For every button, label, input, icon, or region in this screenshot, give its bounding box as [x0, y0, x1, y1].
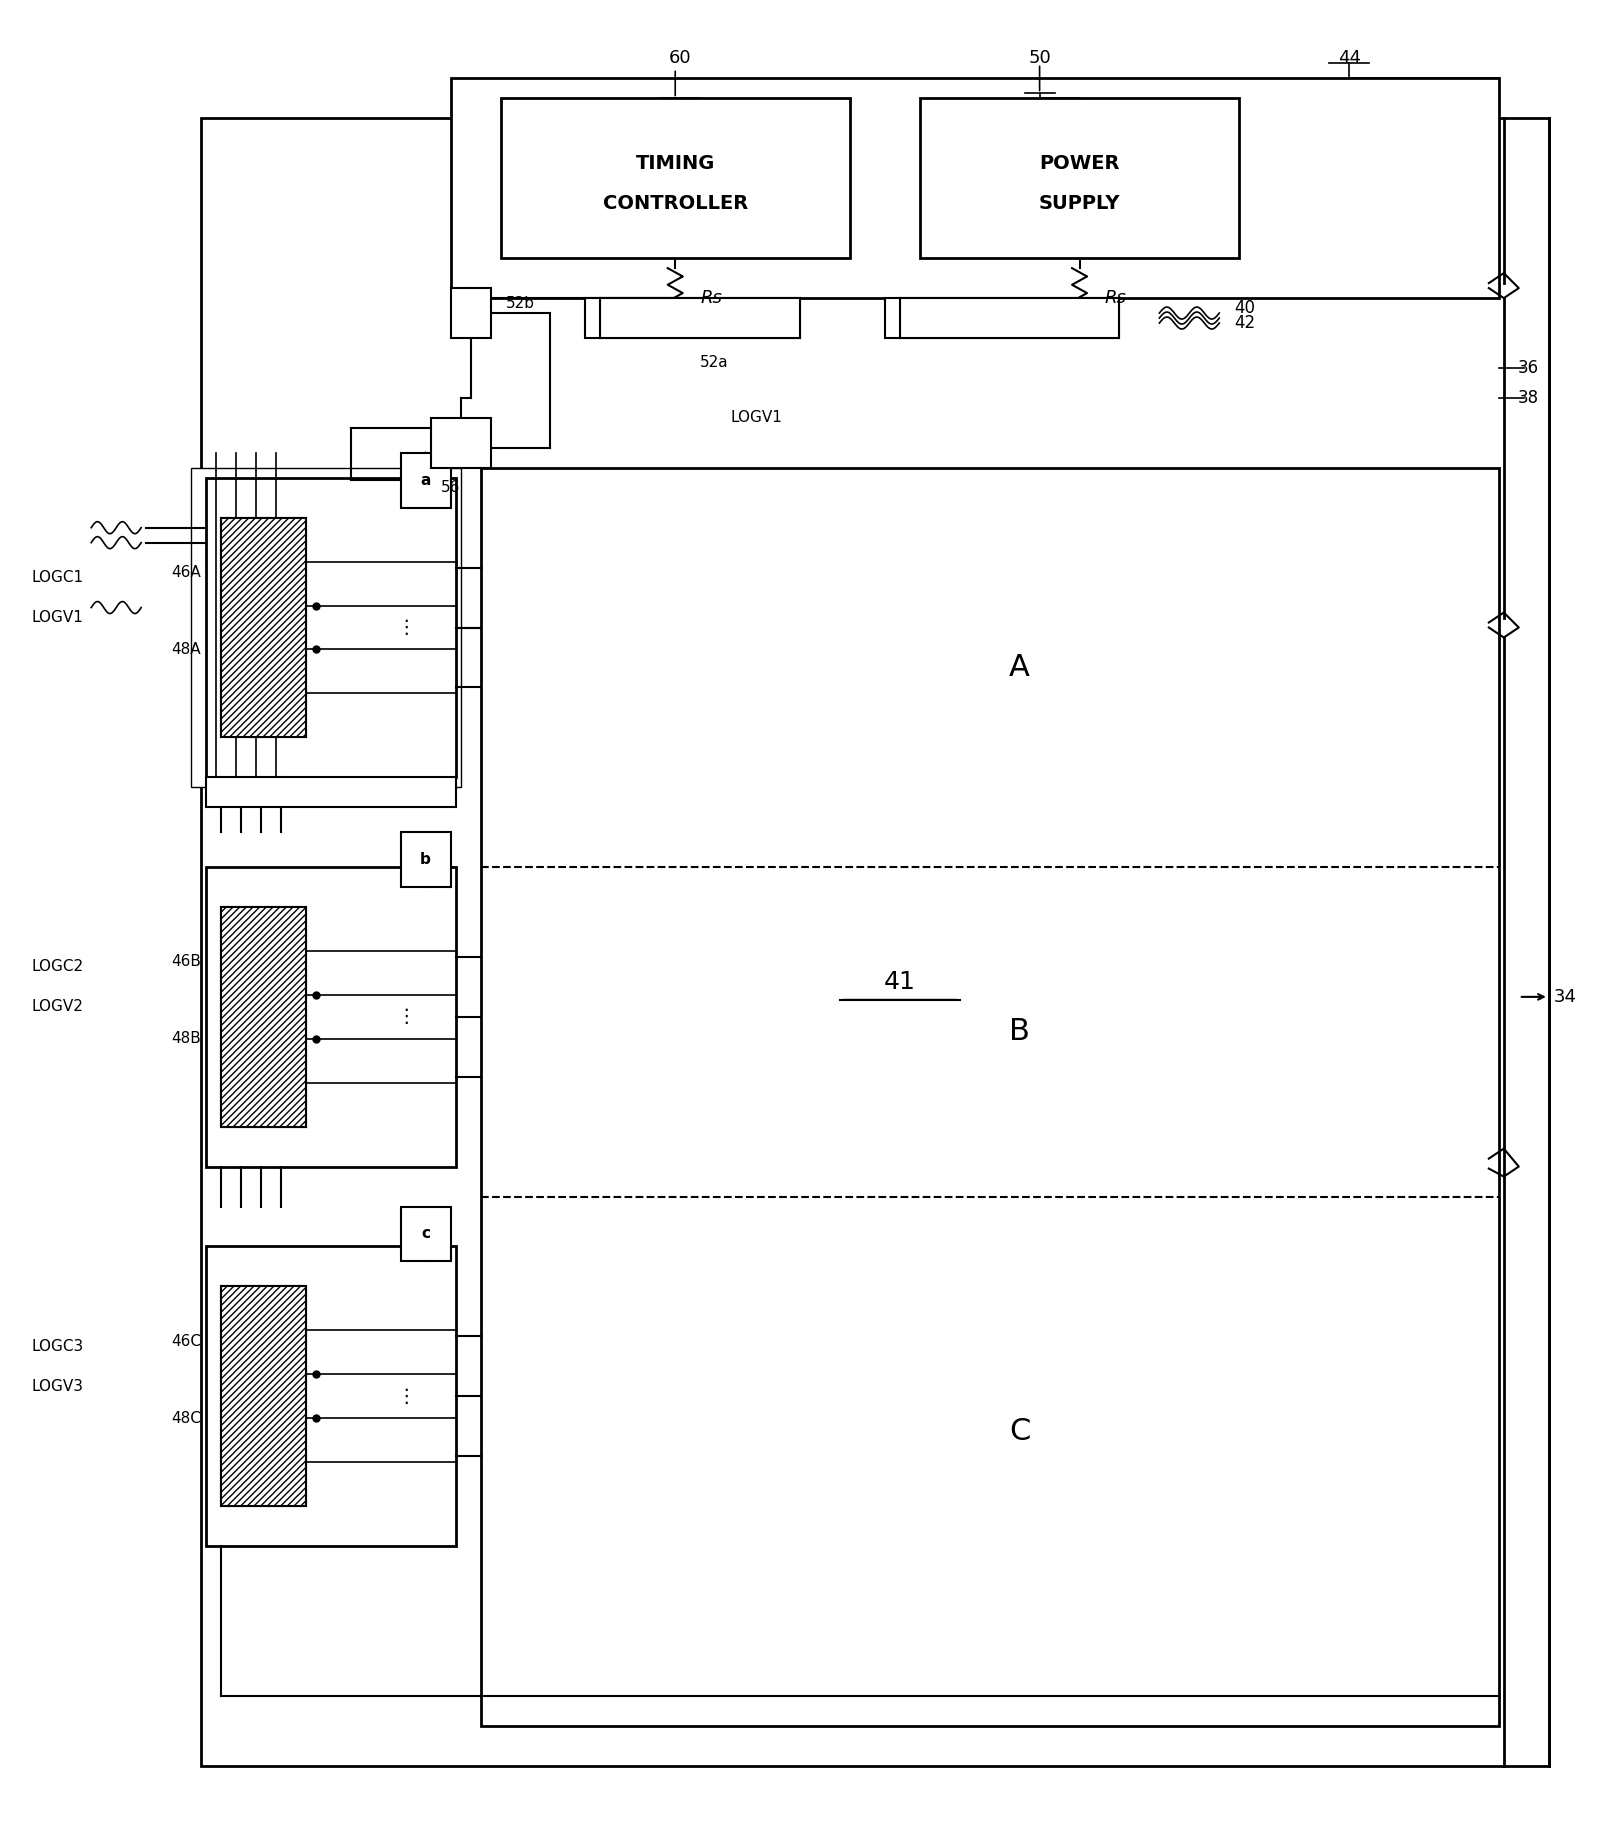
- Text: LOGV2: LOGV2: [31, 999, 82, 1014]
- Bar: [221, 1286, 305, 1505]
- Bar: [221, 517, 305, 737]
- Bar: [585, 297, 601, 338]
- Bar: [900, 297, 1120, 338]
- Bar: [205, 778, 456, 807]
- Text: 44: 44: [1338, 50, 1361, 68]
- Text: 46A: 46A: [171, 565, 200, 580]
- Bar: [205, 478, 456, 778]
- Bar: [205, 1247, 456, 1546]
- Text: C: C: [1008, 1417, 1031, 1446]
- Bar: [191, 467, 461, 787]
- Text: 34: 34: [1553, 988, 1577, 1007]
- Text: 48A: 48A: [171, 643, 200, 658]
- Bar: [920, 98, 1239, 259]
- Text: LOGV1: LOGV1: [730, 410, 782, 425]
- Text: 46B: 46B: [171, 955, 200, 970]
- Bar: [601, 297, 800, 338]
- Text: 40: 40: [1235, 299, 1256, 318]
- Text: Rs: Rs: [1104, 290, 1126, 307]
- Bar: [205, 866, 456, 1167]
- Text: ⋮: ⋮: [396, 1007, 415, 1027]
- Text: Rs: Rs: [700, 290, 722, 307]
- Text: 52a: 52a: [700, 355, 729, 371]
- Text: SUPPLY: SUPPLY: [1039, 194, 1120, 212]
- Text: b: b: [420, 851, 431, 866]
- Bar: [480, 467, 1498, 1725]
- Text: 48B: 48B: [171, 1031, 200, 1045]
- Text: LOGC2: LOGC2: [31, 959, 84, 975]
- Text: 41: 41: [884, 970, 916, 994]
- Text: 42: 42: [1235, 314, 1256, 332]
- Bar: [221, 907, 305, 1127]
- Text: 38: 38: [1517, 390, 1538, 406]
- Text: ⋮: ⋮: [396, 1387, 415, 1406]
- Bar: [886, 297, 900, 338]
- Text: LOGV3: LOGV3: [31, 1378, 84, 1394]
- Text: TIMING: TIMING: [635, 153, 714, 174]
- Text: ⋮: ⋮: [396, 619, 415, 637]
- Text: a: a: [420, 473, 431, 488]
- Bar: [401, 453, 451, 508]
- Text: B: B: [1010, 1018, 1029, 1045]
- Text: 36: 36: [1517, 358, 1538, 377]
- Text: LOGC3: LOGC3: [31, 1339, 84, 1354]
- Bar: [221, 907, 305, 1127]
- Text: c: c: [422, 1226, 430, 1241]
- Bar: [451, 288, 491, 338]
- Text: 46C: 46C: [171, 1334, 200, 1348]
- Text: LOGC1: LOGC1: [31, 571, 84, 585]
- Bar: [200, 118, 1548, 1766]
- Bar: [401, 1206, 451, 1262]
- Text: LOGV1: LOGV1: [31, 610, 82, 624]
- Text: POWER: POWER: [1039, 153, 1120, 174]
- Text: 48C: 48C: [171, 1411, 200, 1426]
- Text: CONTROLLER: CONTROLLER: [603, 194, 748, 212]
- Bar: [900, 297, 1120, 338]
- Bar: [451, 78, 1498, 297]
- Text: 60: 60: [669, 50, 692, 68]
- Text: 56: 56: [441, 480, 461, 495]
- Bar: [501, 98, 850, 259]
- Text: A: A: [1010, 654, 1029, 682]
- Bar: [430, 417, 491, 467]
- Text: 52b: 52b: [506, 296, 535, 310]
- Bar: [221, 517, 305, 737]
- Bar: [401, 833, 451, 887]
- Text: 50: 50: [1028, 50, 1050, 68]
- Bar: [221, 1286, 305, 1505]
- Bar: [601, 297, 800, 338]
